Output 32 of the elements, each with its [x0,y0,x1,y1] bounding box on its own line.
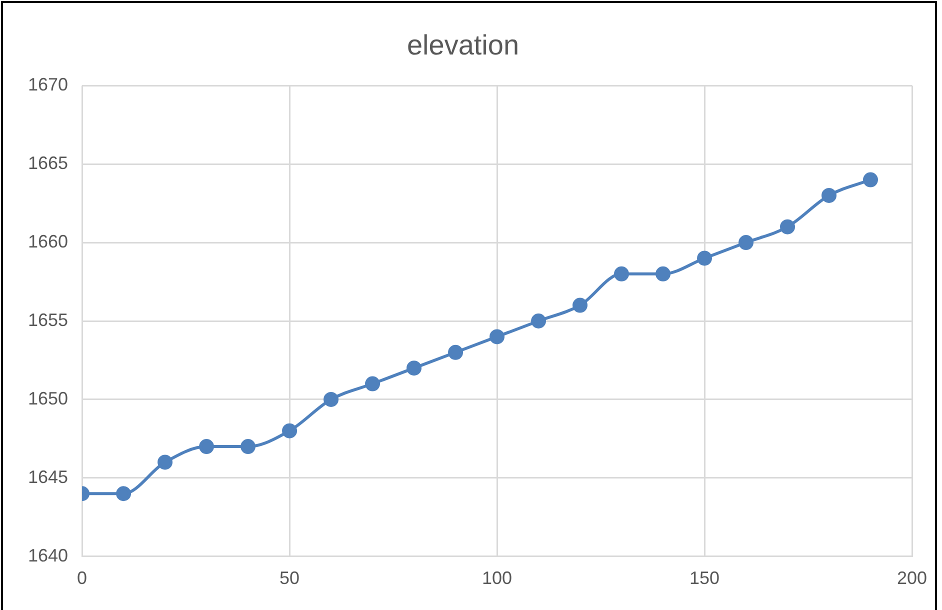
point [199,439,214,454]
x-tick-label: 150 [689,568,720,588]
y-tick-label: 1645 [28,466,68,487]
x-tick-label: 200 [896,568,928,588]
point [614,266,630,282]
point [863,172,878,188]
point [738,235,754,250]
point [656,266,671,282]
x-tick-label: 100 [482,568,512,588]
x-tick-label: 50 [280,568,300,588]
y-tick-label: 1650 [28,388,68,408]
y-tick-label: 1640 [28,545,68,566]
point [697,250,712,266]
point [365,376,380,392]
point [448,344,464,360]
chart-title: elevation [406,30,520,61]
point [572,298,588,313]
y-tick-label: 1655 [28,310,68,330]
point [490,329,505,344]
y-tick-label: 1670 [28,74,68,95]
point [240,439,256,454]
x-tick-label: 0 [77,568,88,588]
point [406,360,422,376]
point [822,188,837,203]
point [282,423,298,438]
y-tick-label: 1660 [28,232,68,252]
point [324,392,339,407]
y-tick-label: 1665 [28,153,68,174]
point [531,314,546,328]
point [158,454,173,470]
point [780,219,796,234]
point [116,486,132,502]
